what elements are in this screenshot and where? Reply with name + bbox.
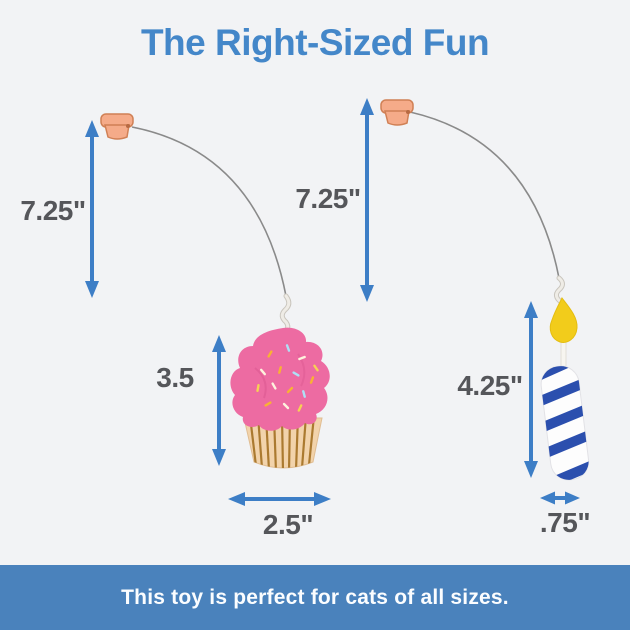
footer-banner: This toy is perfect for cats of all size… <box>0 565 630 630</box>
right-wand-arrow <box>360 98 374 302</box>
candle-width-arrow <box>540 491 580 505</box>
cupcake-height-label: 3.5 <box>156 362 194 393</box>
left-wand-length-label: 7.25" <box>20 195 86 226</box>
left-wand-knob-icon <box>100 113 134 140</box>
right-wand-knob-icon <box>380 99 414 126</box>
candle-height-label: 4.25" <box>457 370 523 401</box>
cupcake-height-arrow <box>212 335 226 466</box>
candle-toy-illustration <box>539 297 591 482</box>
cupcake-width-label: 2.5" <box>262 509 314 540</box>
right-wand-length-label: 7.25" <box>295 183 361 214</box>
page-title: The Right-Sized Fun <box>140 22 490 63</box>
flame-icon <box>549 297 578 343</box>
candle-height-arrow <box>524 301 538 478</box>
left-wand-wire <box>131 126 292 333</box>
cupcake-width-arrow <box>228 492 331 506</box>
candle-width-label: .75" <box>539 507 591 538</box>
cupcake-toy-illustration <box>230 327 330 469</box>
left-wand-arrow <box>85 120 99 298</box>
right-wand-wire <box>409 111 565 305</box>
sprinkles <box>256 344 319 412</box>
dimension-arrows <box>85 98 580 506</box>
footer-text: This toy is perfect for cats of all size… <box>121 585 509 609</box>
